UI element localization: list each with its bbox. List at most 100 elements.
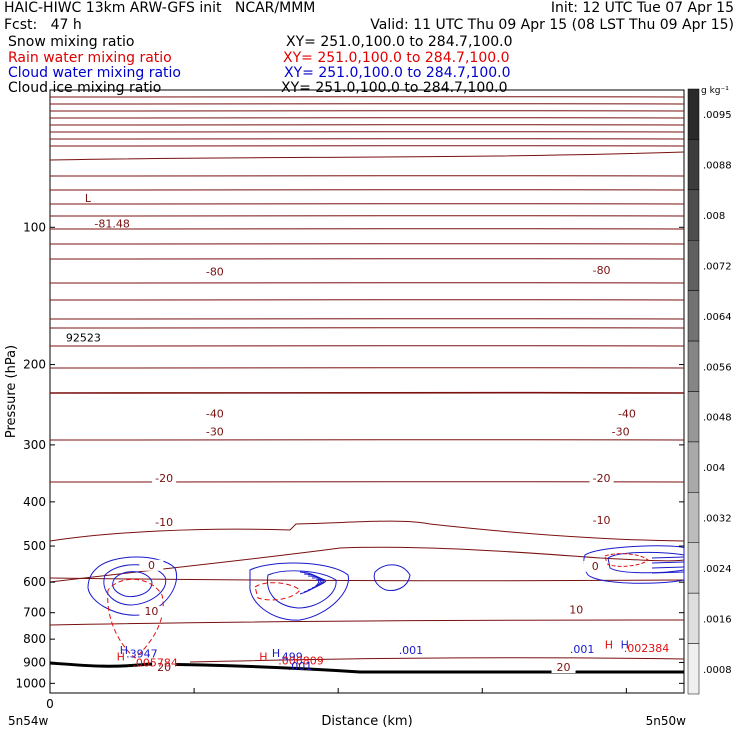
isotherm-label-bg: [551, 662, 576, 674]
isotherm-line: [49, 243, 685, 245]
colorbar-label: .0032: [703, 514, 732, 525]
isotherm-line: [49, 228, 685, 230]
isotherm-label-bg: [139, 559, 164, 571]
extremum-label: H: [259, 651, 267, 664]
colorbar-swatch: [687, 492, 700, 544]
rain-contour: [604, 553, 649, 567]
isotherm-line: [49, 175, 685, 177]
colorbar-label: .0048: [703, 413, 732, 424]
x-end-label-left: 5n54w: [8, 714, 49, 728]
x-end-label-right: 5n50w: [646, 714, 687, 728]
isotherm-label: -40: [618, 408, 636, 421]
y-tick-label: 400: [23, 495, 46, 509]
colorbar-swatch: [687, 290, 700, 342]
isotherm-line: [49, 110, 685, 112]
isotherm-line: [189, 657, 685, 663]
isotherm-line: [49, 145, 685, 147]
field-name-rain: Rain water mixing ratio: [8, 50, 172, 66]
colorbar-label: .0056: [703, 362, 732, 373]
isotherm-label: 10: [144, 605, 158, 618]
extremum-label: H: [117, 650, 125, 663]
isotherm-label: -40: [206, 408, 224, 421]
isotherm-label-bg: [608, 426, 633, 438]
colorbar-swatch: [687, 340, 700, 392]
extremum-label: .001: [570, 643, 595, 656]
isotherm-line: [49, 151, 685, 161]
isotherm-label-bg: [589, 265, 614, 277]
field-xy-snow: XY= 251.0,100.0 to 284.7,100.0: [286, 34, 513, 50]
field-xy-cloud-ice: XY= 251.0,100.0 to 284.7,100.0: [281, 80, 508, 96]
isotherm-label-bg: [583, 560, 608, 572]
extremum-label: -81.48: [94, 217, 129, 230]
extremum-label: .001: [399, 644, 424, 657]
colorbar-label: .0072: [703, 261, 732, 272]
isotherm-line: [49, 117, 685, 119]
extremum-label: H: [272, 647, 280, 660]
isotherm-line: [49, 215, 685, 217]
isotherm-label: 10: [569, 604, 583, 617]
isotherm-label: -80: [206, 266, 224, 279]
isotherm-line: [49, 318, 685, 320]
cloud-water-contour: [373, 564, 411, 591]
isotherm-label-bg: [564, 604, 589, 616]
colorbar-unit: g kg⁻¹: [701, 86, 729, 96]
isotherm-label: -20: [593, 472, 611, 485]
y-tick-label: 100: [23, 220, 46, 234]
isotherm-line: [49, 282, 685, 284]
isotherm-label: -30: [206, 426, 224, 439]
colorbar-label: .0095: [703, 110, 732, 121]
isotherm-line: [49, 327, 685, 329]
y-tick-label: 900: [23, 655, 46, 669]
colorbar-swatch: [687, 391, 700, 443]
terrain-line: [49, 661, 685, 674]
isotherm-label-bg: [202, 266, 227, 278]
extremum-label: .001: [288, 660, 313, 673]
isotherm-line: [49, 189, 685, 191]
colorbar-label: .0024: [703, 564, 732, 575]
y-axis-label: Pressure (hPa): [4, 345, 19, 438]
cloud-water-contour: [249, 562, 349, 621]
cloud-water-contour: [103, 564, 167, 606]
cloud-water-contour: [651, 561, 685, 564]
isotherm-line: [49, 345, 685, 347]
colorbar-label: .0088: [703, 161, 732, 172]
isotherm-line: [49, 367, 685, 369]
isotherm-line: [49, 131, 685, 133]
plot-frame: [49, 89, 685, 694]
extremum-label: 92523: [66, 331, 101, 344]
extremum-label: H: [120, 644, 128, 657]
isotherm-line: [49, 258, 685, 260]
chart-title: HAIC-HIWC 13km ARW-GFS init NCAR/MMM: [4, 0, 316, 16]
extremum-label: L: [85, 192, 92, 205]
extremum-label: H: [605, 638, 613, 651]
isotherm-line: [49, 203, 685, 205]
isotherm-label: -10: [155, 516, 173, 529]
isotherm-label-bg: [152, 517, 177, 529]
field-name-cloud-ice: Cloud ice mixing ratio: [8, 80, 162, 96]
isotherm-line: [49, 96, 685, 98]
cloud-water-contour: [315, 579, 327, 587]
colorbar-swatch: [687, 139, 700, 191]
isotherm-label-bg: [139, 606, 164, 618]
colorbar-swatch: [687, 88, 700, 140]
isotherm-label-bg: [152, 472, 177, 484]
colorbar-swatch: [687, 240, 700, 291]
isotherm-line: [49, 124, 685, 126]
isotherm-line: [49, 103, 685, 105]
extremum-label: .3947: [126, 647, 158, 660]
cloud-water-contour: [651, 571, 685, 574]
isotherm-label: 0: [148, 559, 155, 572]
colorbar-swatch: [687, 441, 700, 493]
colorbar-label: .008: [703, 211, 725, 222]
isotherm-label: -10: [593, 514, 611, 527]
isotherm-line: [49, 577, 685, 582]
init-time: Init: 12 UTC Tue 07 Apr 15: [550, 0, 734, 16]
colorbar-swatch: [687, 542, 700, 594]
y-tick-label: 700: [23, 606, 46, 620]
y-tick-label: 500: [23, 539, 46, 553]
forecast-hour: Fcst: 47 h: [4, 17, 82, 33]
isotherm-label-bg: [202, 426, 227, 438]
cloud-water-contour: [112, 571, 153, 597]
isotherm-line: [49, 439, 685, 441]
